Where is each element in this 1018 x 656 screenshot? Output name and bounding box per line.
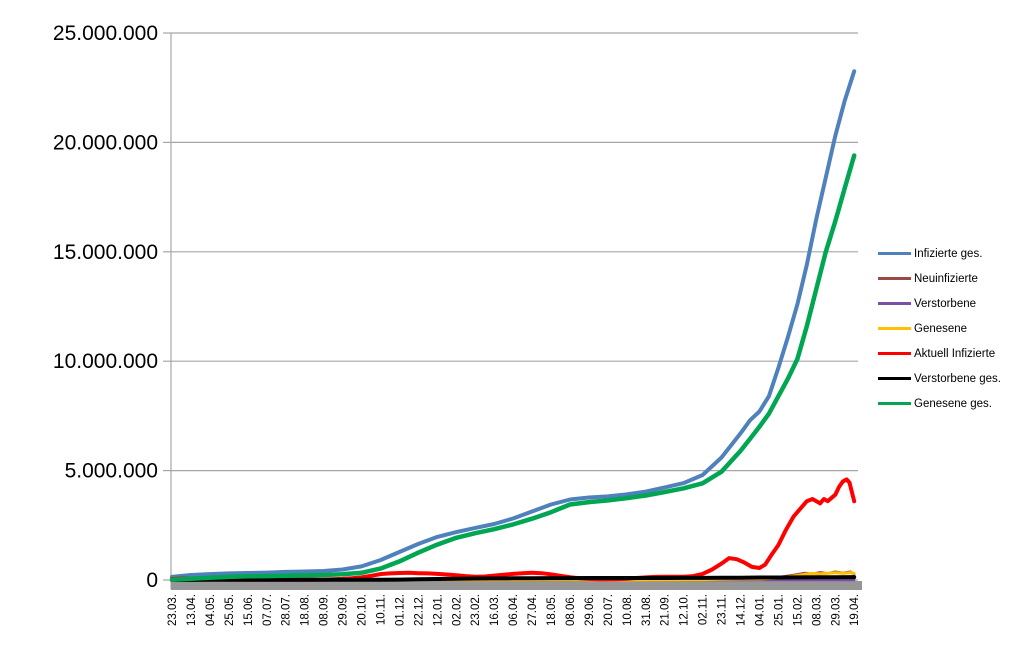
legend-swatch — [878, 277, 911, 280]
x-axis-label: 29.09. — [338, 594, 350, 626]
y-axis-label: 15.000.000 — [53, 241, 158, 264]
chart-legend: Infizierte ges. Neuinfizierte Verstorbene G… — [878, 241, 1018, 416]
legend-item: Genesene ges. — [878, 391, 1018, 416]
legend-label: Neuinfizierte — [914, 272, 978, 285]
x-axis-label: 22.12. — [413, 594, 425, 626]
legend-label: Aktuell Infizierte — [914, 347, 996, 360]
y-axis-label: 10.000.000 — [53, 350, 158, 373]
legend-item: Neuinfizierte — [878, 266, 1018, 291]
x-axis-label: 16.03. — [489, 594, 501, 626]
y-axis-label: 0 — [146, 569, 158, 592]
x-axis-label: 07.07. — [262, 594, 274, 626]
series-line-infizierte-ges — [170, 69, 857, 579]
x-axis-label: 15.06. — [243, 594, 255, 626]
x-axis-label: 08.06. — [565, 594, 577, 626]
x-axis-label: 18.08. — [300, 594, 312, 626]
x-axis-label: 28.07. — [281, 594, 293, 626]
legend-swatch — [878, 302, 911, 305]
x-axis-label: 25.05. — [224, 594, 236, 626]
x-axis-label: 23.03. — [167, 594, 179, 626]
legend-swatch — [878, 252, 911, 255]
x-axis-label: 06.04. — [508, 594, 520, 626]
legend-item: Genesene — [878, 316, 1018, 341]
legend-label: Genesene — [914, 322, 968, 335]
x-axis-label: 12.10. — [679, 594, 691, 626]
x-axis-label: 19.04. — [849, 594, 861, 626]
legend-item: Verstorbene — [878, 291, 1018, 316]
x-axis-label: 23.11. — [717, 594, 729, 625]
x-axis-label: 02.02. — [451, 594, 463, 626]
x-axis-label: 01.12. — [394, 594, 406, 626]
y-axis-label: 25.000.000 — [53, 22, 158, 45]
legend-item: Verstorbene ges. — [878, 366, 1018, 391]
legend-item: Aktuell Infizierte — [878, 341, 1018, 366]
legend-label: Verstorbene — [914, 297, 977, 310]
y-axis-label: 5.000.000 — [65, 460, 158, 483]
legend-swatch — [878, 402, 911, 405]
x-axis-label: 23.02. — [470, 594, 482, 626]
x-axis-label: 15.02. — [792, 594, 804, 626]
x-axis-label: 10.11. — [375, 594, 387, 625]
x-axis-label: 02.11. — [698, 594, 710, 625]
series-line-aktuell-infizierte — [170, 477, 857, 582]
x-axis-label: 21.09. — [660, 594, 672, 626]
legend-label: Verstorbene ges. — [914, 372, 1001, 385]
legend-label: Infizierte ges. — [914, 247, 983, 260]
y-axis-label: 20.000.000 — [53, 131, 158, 154]
legend-item: Infizierte ges. — [878, 241, 1018, 266]
x-axis-label: 25.01. — [773, 594, 785, 626]
series-line-verstorbene-ges — [170, 575, 857, 582]
x-axis-label: 10.08. — [622, 594, 634, 626]
x-axis-label: 14.12. — [736, 594, 748, 626]
x-axis-label: 04.01. — [754, 594, 766, 626]
legend-swatch — [878, 377, 911, 380]
x-axis-label: 08.03. — [811, 594, 823, 626]
x-axis-label: 12.01. — [432, 594, 444, 626]
x-axis-label: 29.06. — [584, 594, 596, 626]
x-axis-label: 31.08. — [641, 594, 653, 626]
x-axis-label: 04.05. — [205, 594, 217, 626]
x-axis-label: 27.04. — [527, 594, 539, 626]
legend-swatch — [878, 352, 911, 355]
x-axis-label: 08.09. — [319, 594, 331, 626]
x-axis-label: 29.03. — [830, 594, 842, 626]
x-axis-label: 20.07. — [603, 594, 615, 626]
legend-label: Genesene ges. — [914, 397, 993, 410]
x-axis-label: 20.10. — [357, 594, 369, 626]
x-axis-band — [171, 581, 862, 590]
legend-swatch — [878, 327, 911, 330]
series-line-genesene-ges — [169, 153, 857, 583]
x-axis-label: 13.04. — [186, 594, 198, 626]
x-axis-label: 18.05. — [546, 594, 558, 626]
